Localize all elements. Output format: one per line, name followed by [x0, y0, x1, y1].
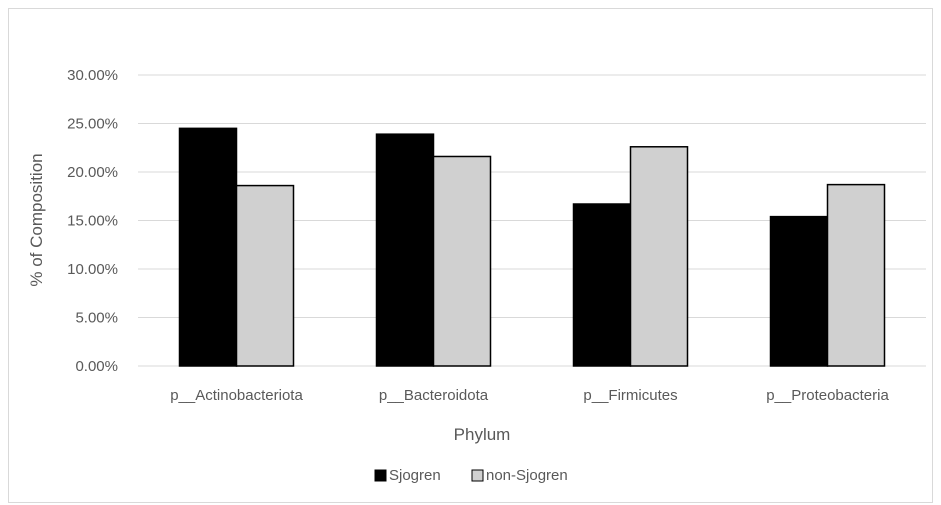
bar: [235, 184, 295, 367]
bar: [769, 215, 829, 367]
bar: [432, 155, 492, 367]
bar: [375, 133, 435, 367]
x-category-label: p__Actinobacteriota: [170, 387, 303, 404]
y-axis-title: % of Composition: [27, 153, 46, 286]
legend-swatch: [374, 469, 387, 482]
x-axis-categories: p__Actinobacteriota p__Bacteroidota p__Fir…: [170, 387, 889, 404]
legend-label: Sjogren: [389, 467, 441, 484]
y-axis-ticks: 0.00% 5.00% 10.00% 15.00% 20.00% 25.00% 30.00%: [67, 67, 118, 375]
y-tick-label: 5.00%: [75, 310, 118, 327]
x-category-label: p__Proteobacteria: [766, 387, 889, 404]
legend-label: non-Sjogren: [486, 467, 568, 484]
y-tick-label: 10.00%: [67, 261, 118, 278]
x-category-label: p__Bacteroidota: [379, 387, 489, 404]
legend: Sjogren non-Sjogren: [374, 467, 568, 484]
x-axis-title: Phylum: [454, 425, 511, 444]
y-tick-label: 30.00%: [67, 67, 118, 84]
legend-swatch: [471, 469, 484, 482]
bars: [178, 127, 886, 367]
y-tick-label: 20.00%: [67, 164, 118, 181]
bar: [178, 127, 238, 367]
x-category-label: p__Firmicutes: [583, 387, 677, 404]
y-tick-label: 25.00%: [67, 116, 118, 133]
y-tick-label: 15.00%: [67, 213, 118, 230]
bar: [572, 203, 632, 367]
bar: [826, 183, 886, 367]
y-tick-label: 0.00%: [75, 358, 118, 375]
bar: [629, 146, 689, 367]
